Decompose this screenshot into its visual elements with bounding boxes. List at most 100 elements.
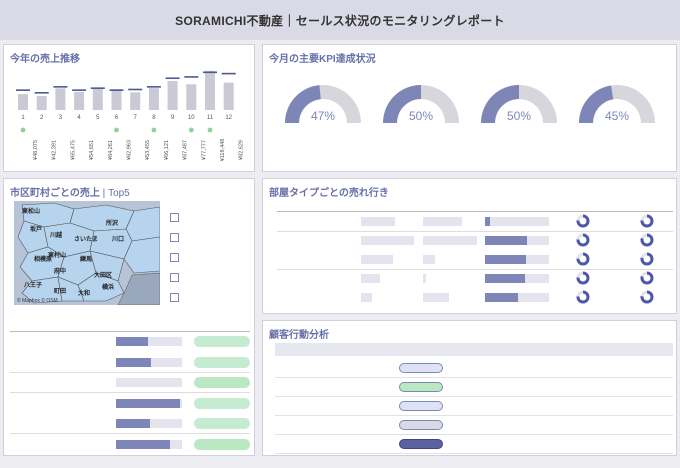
rooms-selling-track bbox=[361, 293, 421, 302]
rank-number-box bbox=[170, 293, 179, 302]
sales-value-label: ¥77,777 bbox=[201, 140, 207, 160]
city-table-row-divider bbox=[10, 371, 250, 373]
sales-month-label: 6 bbox=[115, 115, 119, 121]
sales-title: 今年の売上推移 bbox=[10, 54, 80, 65]
sales-achieved-dot bbox=[188, 127, 194, 133]
map-region[interactable] bbox=[21, 276, 63, 304]
city-table-rate-track bbox=[116, 337, 182, 346]
rooms-rate-bar bbox=[485, 274, 526, 283]
cust-row-divider bbox=[275, 415, 673, 416]
city-table-rate-bar bbox=[116, 337, 148, 346]
kpi-percent: 50% bbox=[507, 109, 531, 123]
sales-bar[interactable] bbox=[148, 88, 159, 110]
cust-status-badge bbox=[399, 439, 443, 449]
map-label: 東村山 bbox=[48, 251, 66, 259]
kpi-percent: 47% bbox=[311, 109, 335, 123]
map-label: さいたま bbox=[74, 235, 98, 243]
city-table-status-badge bbox=[194, 397, 250, 409]
customers-panel: 顧客行動分析 bbox=[262, 320, 677, 456]
sales-bar[interactable] bbox=[186, 84, 197, 110]
map-region[interactable] bbox=[123, 236, 160, 274]
sales-bar[interactable] bbox=[55, 88, 66, 110]
sales-bar[interactable] bbox=[130, 92, 141, 110]
report-header: SORAMICHI不動産｜セールス状況のモニタリングレポート bbox=[0, 0, 680, 40]
sales-month-label: 7 bbox=[134, 115, 138, 121]
sales-value-label: ¥53,455 bbox=[145, 140, 151, 160]
cust-header-bg bbox=[275, 343, 673, 356]
map-label: 東松山 bbox=[22, 207, 40, 215]
kpi-gauge-fill bbox=[383, 85, 421, 123]
rooms-panel: 部屋タイプごとの売れ行き bbox=[262, 178, 677, 314]
sales-value-label: ¥48,075 bbox=[33, 140, 39, 160]
sales-month-label: 12 bbox=[225, 115, 232, 121]
sales-month-label: 1 bbox=[21, 115, 25, 121]
sales-bar[interactable] bbox=[223, 82, 234, 110]
cust-status-badge bbox=[399, 363, 443, 373]
rooms-stock-bar bbox=[423, 274, 426, 283]
map-label: 町田 bbox=[54, 288, 66, 295]
report-title: SORAMICHI不動産｜セールス状況のモニタリングレポート bbox=[175, 13, 505, 28]
rooms-stock-bar bbox=[423, 255, 435, 264]
rooms-table bbox=[263, 179, 678, 315]
map-label: 大和 bbox=[78, 289, 90, 297]
city-table-rate-bar bbox=[116, 439, 171, 449]
city-title-sub: Top5 bbox=[108, 188, 130, 199]
map-label: 府中 bbox=[54, 267, 66, 275]
city-table-status-badge bbox=[194, 336, 250, 347]
sales-value-label: ¥64,261 bbox=[108, 140, 114, 160]
sales-chart: 1 ¥48,075 2 ¥42,391 3 ¥65,475 4 ¥54,651 5 ¥64,261… bbox=[16, 70, 245, 162]
kpi-gauge-fill bbox=[579, 85, 614, 123]
sales-bar[interactable] bbox=[36, 95, 47, 110]
map-label: 坂戸 bbox=[30, 225, 42, 233]
rank-number-box bbox=[170, 273, 179, 282]
sales-value-label: ¥62,963 bbox=[127, 140, 133, 160]
sales-achieved-dot bbox=[207, 127, 213, 133]
kpi-percent: 50% bbox=[409, 109, 433, 123]
sales-bar[interactable] bbox=[92, 88, 103, 110]
sales-value-label: ¥87,487 bbox=[183, 140, 189, 160]
rooms-row-divider bbox=[277, 231, 673, 232]
city-table-rate-track bbox=[116, 378, 182, 387]
sales-bar[interactable] bbox=[18, 94, 28, 110]
rooms-rate-track bbox=[485, 217, 549, 226]
cust-row-divider bbox=[275, 396, 673, 397]
rooms-rate-bar bbox=[485, 255, 526, 264]
rooms-loan-donut bbox=[576, 233, 590, 247]
map-bay bbox=[117, 272, 160, 305]
sales-value-label: ¥118,448 bbox=[220, 139, 226, 162]
city-table-status-badge bbox=[194, 438, 250, 450]
rooms-stock-bar bbox=[423, 293, 449, 302]
sales-bar[interactable] bbox=[167, 81, 178, 110]
rooms-loan-donut bbox=[576, 252, 590, 266]
map-label: 川越 bbox=[49, 231, 63, 239]
rooms-rate-bar bbox=[485, 236, 528, 245]
sales-bar[interactable] bbox=[74, 91, 85, 110]
map-label: 練馬 bbox=[80, 255, 92, 263]
rooms-stock-bar bbox=[423, 236, 477, 245]
map-label: 川口 bbox=[111, 236, 124, 243]
cust-status-badge bbox=[399, 401, 443, 411]
city-table-row-divider bbox=[10, 433, 250, 434]
sales-month-label: 5 bbox=[96, 115, 100, 121]
city-table-status-badge bbox=[194, 418, 250, 429]
sales-month-label: 10 bbox=[188, 115, 195, 121]
kpi-gauge-fill bbox=[285, 85, 321, 123]
rooms-rate-bar bbox=[485, 293, 518, 302]
kpi-panel: 今月の主要KPI達成状況 47% 50% 50% 45% bbox=[262, 44, 677, 172]
rooms-selling-bar bbox=[361, 293, 372, 302]
city-table-header-line bbox=[10, 331, 250, 332]
rooms-donut-fill bbox=[640, 233, 654, 247]
rooms-donut-fill bbox=[576, 290, 590, 304]
sales-achieved-dot bbox=[114, 127, 119, 133]
city-title-text: 市区町村ごとの売上 bbox=[10, 188, 100, 199]
rooms-donut-fill bbox=[640, 214, 654, 228]
sales-bar[interactable] bbox=[205, 70, 215, 110]
sales-month-label: 8 bbox=[152, 115, 156, 121]
rooms-selling-bar bbox=[361, 236, 415, 245]
kpi-gauges: 47% 50% 50% 45% bbox=[285, 85, 655, 123]
sales-month-label: 2 bbox=[40, 115, 44, 121]
sales-bar[interactable] bbox=[111, 89, 122, 110]
city-table-status-badge bbox=[194, 356, 250, 368]
sales-value-label: ¥66,121 bbox=[164, 140, 170, 160]
